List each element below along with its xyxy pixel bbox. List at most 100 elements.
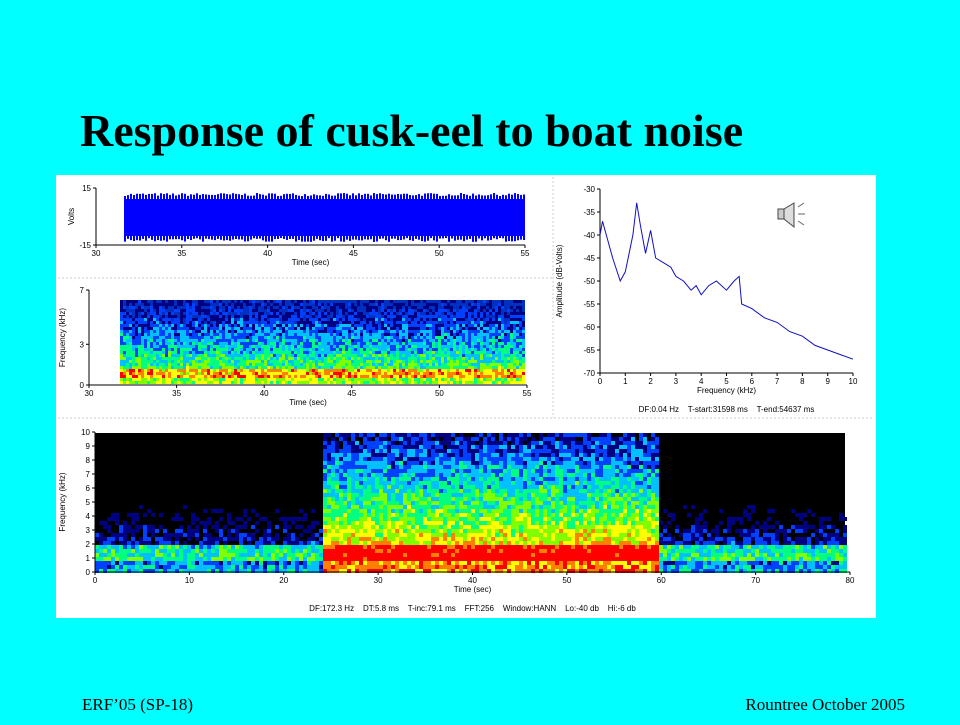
- spectrogram-cell: [203, 537, 207, 541]
- spectrogram-cell: [450, 342, 453, 345]
- spectrogram-cell: [507, 354, 510, 357]
- spectrogram-cell: [372, 369, 375, 372]
- spectrogram-cell: [213, 345, 216, 348]
- spectrogram-cell: [462, 357, 465, 360]
- spectrogram-cell: [339, 449, 343, 453]
- spectrogram-cell: [327, 465, 331, 469]
- spectrogram-cell: [396, 360, 399, 363]
- spectrogram-cell: [432, 363, 435, 366]
- spectrogram-cell: [369, 381, 372, 384]
- spectrogram-cell: [399, 457, 403, 461]
- spectrogram-cell: [263, 557, 267, 561]
- spectrogram-cell: [247, 565, 251, 569]
- spectrogram-cell: [399, 561, 403, 565]
- spectrogram-cell: [237, 360, 240, 363]
- spectrogram-cell: [371, 465, 375, 469]
- spectrogram-cell: [138, 348, 141, 351]
- spectrogram-cell: [153, 303, 156, 306]
- spectrogram-cell: [519, 300, 522, 303]
- spectrogram-cell: [348, 330, 351, 333]
- spectrogram-cell: [294, 357, 297, 360]
- spectrogram-cell: [222, 339, 225, 342]
- spectrogram-cell: [351, 372, 354, 375]
- spectrogram-cell: [323, 473, 327, 477]
- spectrogram-cell: [355, 493, 359, 497]
- spectrogram-cell: [501, 306, 504, 309]
- spectrogram-cell: [391, 521, 395, 525]
- spectrogram-cell: [456, 339, 459, 342]
- spectrogram-cell: [151, 525, 155, 529]
- spectrogram-cell: [403, 549, 407, 553]
- spectrogram-cell: [315, 369, 318, 372]
- spectrogram-cell: [300, 381, 303, 384]
- spectrogram-cell: [120, 324, 123, 327]
- spectrogram-cell: [474, 345, 477, 348]
- spectrogram-cell: [159, 565, 163, 569]
- spectrogram-cell: [366, 378, 369, 381]
- spectrogram-cell: [360, 315, 363, 318]
- spectrogram-cell: [287, 525, 291, 529]
- spectrogram-cell: [249, 375, 252, 378]
- spectrogram-cell: [237, 339, 240, 342]
- spectrogram-cell: [387, 357, 390, 360]
- spectrogram-cell: [287, 557, 291, 561]
- spectrogram-cell: [263, 541, 267, 545]
- spectrogram-cell: [107, 529, 111, 533]
- spectrogram-cell: [516, 321, 519, 324]
- spectrogram-cell: [335, 441, 339, 445]
- spectrogram-cell: [355, 533, 359, 537]
- spectrogram-cell: [309, 336, 312, 339]
- spectrogram-cell: [519, 357, 522, 360]
- spectrogram-cell: [153, 300, 156, 303]
- spectrogram-cell: [444, 312, 447, 315]
- spectrogram-cell: [359, 489, 363, 493]
- spectrogram-cell: [408, 315, 411, 318]
- spectrogram-cell: [351, 333, 354, 336]
- spectrogram-cell: [371, 509, 375, 513]
- spectrogram-cell: [153, 306, 156, 309]
- spectrogram-cell: [331, 525, 335, 529]
- spectrogram-cell: [235, 537, 239, 541]
- spectrogram-cell: [324, 354, 327, 357]
- spectrogram-cell: [258, 318, 261, 321]
- spectrogram-cell: [162, 354, 165, 357]
- spectrogram-cell: [375, 378, 378, 381]
- spectrogram-cell: [177, 366, 180, 369]
- spectrogram-cell: [311, 545, 315, 549]
- spectrogram-cell: [375, 493, 379, 497]
- spectrogram-cell: [342, 339, 345, 342]
- spectrogram-cell: [367, 505, 371, 509]
- spectrogram-cell: [372, 330, 375, 333]
- spectrogram-cell: [225, 351, 228, 354]
- spectrogram-cell: [159, 339, 162, 342]
- spectrogram-cell: [192, 381, 195, 384]
- spectrogram-cell: [276, 300, 279, 303]
- spectrogram-cell: [363, 336, 366, 339]
- spectrogram-cell: [367, 533, 371, 537]
- spectrogram-cell: [144, 303, 147, 306]
- spectrogram-cell: [462, 333, 465, 336]
- spectrogram-cell: [243, 324, 246, 327]
- spectrogram-cell: [288, 324, 291, 327]
- spectrogram-cell: [297, 318, 300, 321]
- spectrogram-cell: [207, 366, 210, 369]
- spectrogram-cell: [312, 378, 315, 381]
- spectrogram-cell: [261, 375, 264, 378]
- spectrogram-cell: [306, 318, 309, 321]
- spectrogram-cell: [215, 537, 219, 541]
- spectrogram-cell: [261, 351, 264, 354]
- spectrogram-cell: [249, 366, 252, 369]
- spectrogram-cell: [372, 378, 375, 381]
- spectrogram-cell: [471, 372, 474, 375]
- spectrogram-cell: [259, 537, 263, 541]
- spectrogram-cell: [95, 533, 99, 537]
- spectrogram-cell: [330, 321, 333, 324]
- spectrogram-cell: [183, 557, 187, 561]
- spectrogram-cell: [391, 505, 395, 509]
- spectrogram-cell: [321, 375, 324, 378]
- spectrogram-cell: [429, 378, 432, 381]
- spectrogram-cell: [387, 469, 391, 473]
- spectrogram-cell: [303, 348, 306, 351]
- spectrogram-cell: [243, 378, 246, 381]
- spectrogram-cell: [369, 339, 372, 342]
